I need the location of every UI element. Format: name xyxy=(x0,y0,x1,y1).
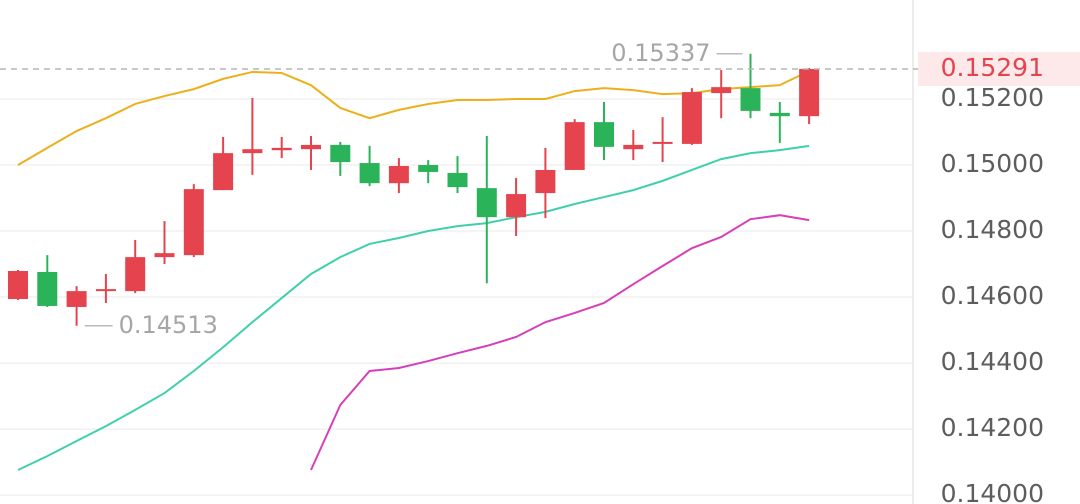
last-price-tag xyxy=(918,51,1080,86)
y-tick-label: 0.15200 xyxy=(941,83,1044,112)
indicator-line xyxy=(17,70,810,166)
candle-body xyxy=(623,144,644,150)
last-price-label: 0.15291 xyxy=(941,53,1044,82)
candle-body xyxy=(535,169,556,194)
candle-body xyxy=(769,112,790,117)
candle-body xyxy=(418,165,439,172)
indicator-line xyxy=(17,144,810,471)
candle-body xyxy=(359,163,380,184)
y-tick-label: 0.14000 xyxy=(941,479,1044,504)
candle-body xyxy=(652,141,673,144)
y-tick-label: 0.14400 xyxy=(941,347,1044,376)
candle-body xyxy=(564,122,585,170)
candle-body xyxy=(95,289,116,292)
candle-body xyxy=(242,149,263,154)
candle-body xyxy=(506,194,527,218)
candle-body xyxy=(8,270,28,300)
candle-body xyxy=(213,153,234,191)
candle-body xyxy=(799,68,820,117)
candle-body xyxy=(301,144,321,150)
min-label: 0.14513 xyxy=(119,311,218,339)
candle-body xyxy=(476,188,497,218)
y-tick-label: 0.15000 xyxy=(941,149,1044,178)
y-tick-label: 0.14200 xyxy=(941,413,1044,442)
max-label: 0.15337 xyxy=(611,39,710,67)
candle-body xyxy=(447,172,468,188)
y-tick-label: 0.14600 xyxy=(941,281,1044,310)
candle-body xyxy=(66,291,87,307)
candle-body xyxy=(183,189,204,256)
y-tick-label: 0.14800 xyxy=(941,215,1044,244)
candle-body xyxy=(594,122,614,147)
candle-body xyxy=(740,88,761,111)
candle-body xyxy=(154,253,175,258)
candle-body xyxy=(271,147,292,151)
candle-body xyxy=(711,87,732,94)
indicator-line xyxy=(310,214,810,471)
candle-body xyxy=(330,144,351,163)
candle-body xyxy=(388,166,409,184)
candle-body xyxy=(37,271,58,306)
candle-body xyxy=(125,257,146,292)
candle-body xyxy=(681,92,702,144)
